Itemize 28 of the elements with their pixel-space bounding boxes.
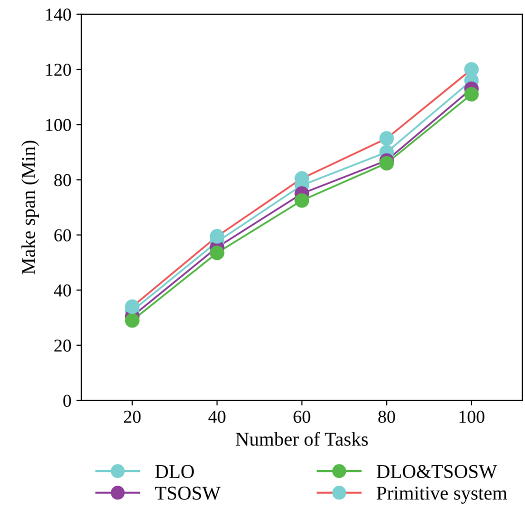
y-tick-label: 120 — [46, 64, 71, 76]
point — [124, 299, 140, 314]
y-tick-label: 80 — [54, 174, 71, 186]
x-tick-label: 60 — [294, 410, 310, 423]
y-tick-label: 0 — [63, 394, 71, 407]
point — [210, 229, 224, 244]
y-tick-label: 140 — [46, 8, 71, 21]
x-tick-label: 20 — [124, 410, 141, 423]
point — [379, 156, 394, 171]
point — [124, 313, 140, 328]
point — [464, 62, 479, 77]
y-tick-label: 40 — [54, 284, 71, 297]
point — [210, 246, 224, 260]
x-tick-label: 80 — [378, 410, 396, 423]
legend-label: Primitive system — [376, 486, 508, 504]
y-tick-label: 20 — [54, 340, 71, 352]
y-axis-title: Make span (Min) — [21, 140, 40, 274]
legend-label: DLO — [155, 465, 194, 478]
y-tick-label: 60 — [54, 229, 71, 242]
point — [379, 131, 394, 146]
legend-label: TSOSW — [155, 486, 221, 500]
x-tick-label: 100 — [460, 410, 484, 423]
y-tick-label: 100 — [46, 118, 71, 132]
x-axis-title: Number of Tasks — [236, 432, 368, 446]
point — [464, 86, 479, 102]
point — [294, 193, 310, 208]
x-tick-label: 40 — [208, 410, 226, 423]
legend-label: DLO&TSOSW — [376, 464, 498, 478]
